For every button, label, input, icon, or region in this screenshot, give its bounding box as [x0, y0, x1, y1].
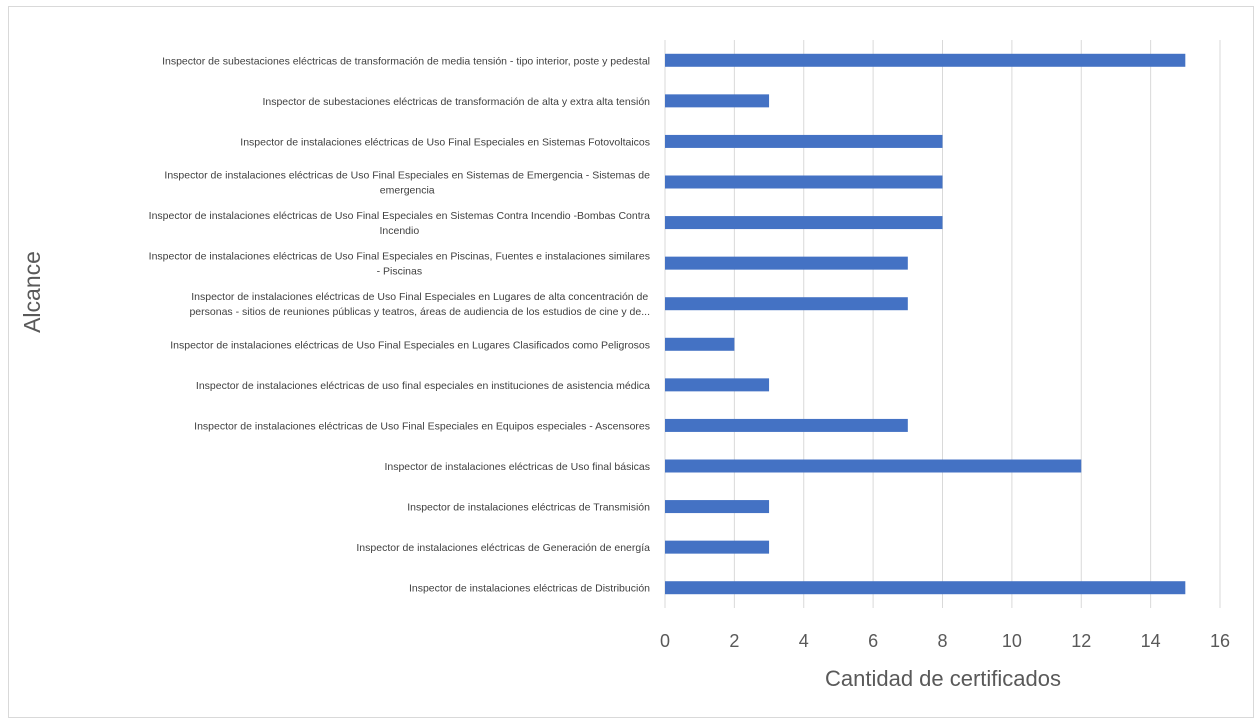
bar: [665, 378, 770, 392]
category-label: Inspector de instalaciones eléctricas de…: [196, 380, 650, 392]
bar: [665, 337, 735, 351]
category-label: Inspector de instalaciones eléctricas de…: [189, 291, 650, 318]
bar: [665, 581, 1186, 595]
bar: [665, 540, 770, 554]
category-label: Inspector de instalaciones eléctricas de…: [240, 136, 650, 148]
x-tick-label: 6: [868, 631, 878, 651]
x-tick-label: 2: [729, 631, 739, 651]
chart-frame: [8, 6, 1254, 718]
bars: [665, 53, 1186, 595]
category-label: Inspector de instalaciones eléctricas de…: [407, 502, 650, 514]
grid-lines: [664, 40, 1221, 608]
category-label: Inspector de instalaciones eléctricas de…: [409, 583, 650, 595]
category-label: Inspector de instalaciones eléctricas de…: [149, 210, 650, 237]
bar: [665, 256, 908, 270]
category-label: Inspector de instalaciones eléctricas de…: [194, 420, 650, 432]
bar: [665, 175, 943, 189]
bar: [665, 53, 1186, 67]
x-tick-label: 10: [1002, 631, 1022, 651]
category-label: Inspector de subestaciones eléctricas de…: [262, 96, 650, 108]
x-tick-label: 12: [1071, 631, 1091, 651]
bar: [665, 134, 943, 148]
bar: [665, 459, 1082, 473]
x-tick-label: 16: [1210, 631, 1230, 651]
category-label: Inspector de instalaciones eléctricas de…: [164, 170, 650, 197]
category-labels: Inspector de subestaciones eléctricas de…: [149, 55, 651, 594]
bar: [665, 297, 908, 311]
category-label: Inspector de instalaciones eléctricas de…: [149, 251, 650, 278]
y-axis-title: Alcance: [19, 251, 45, 333]
category-label: Inspector de instalaciones eléctricas de…: [384, 461, 650, 473]
x-tick-label: 0: [660, 631, 670, 651]
bar: [665, 418, 908, 432]
category-label: Inspector de instalaciones eléctricas de…: [356, 542, 650, 554]
x-tick-labels: 0 2 4 6 8 10 12 14 16: [660, 631, 1230, 651]
bar: [665, 500, 770, 514]
x-tick-label: 8: [937, 631, 947, 651]
bar: [665, 216, 943, 230]
bar: [665, 94, 770, 108]
x-tick-label: 4: [799, 631, 809, 651]
category-label: Inspector de subestaciones eléctricas de…: [162, 55, 650, 67]
x-tick-label: 14: [1141, 631, 1161, 651]
category-label: Inspector de instalaciones eléctricas de…: [170, 339, 650, 351]
x-axis-title: Cantidad de certificados: [825, 666, 1061, 691]
